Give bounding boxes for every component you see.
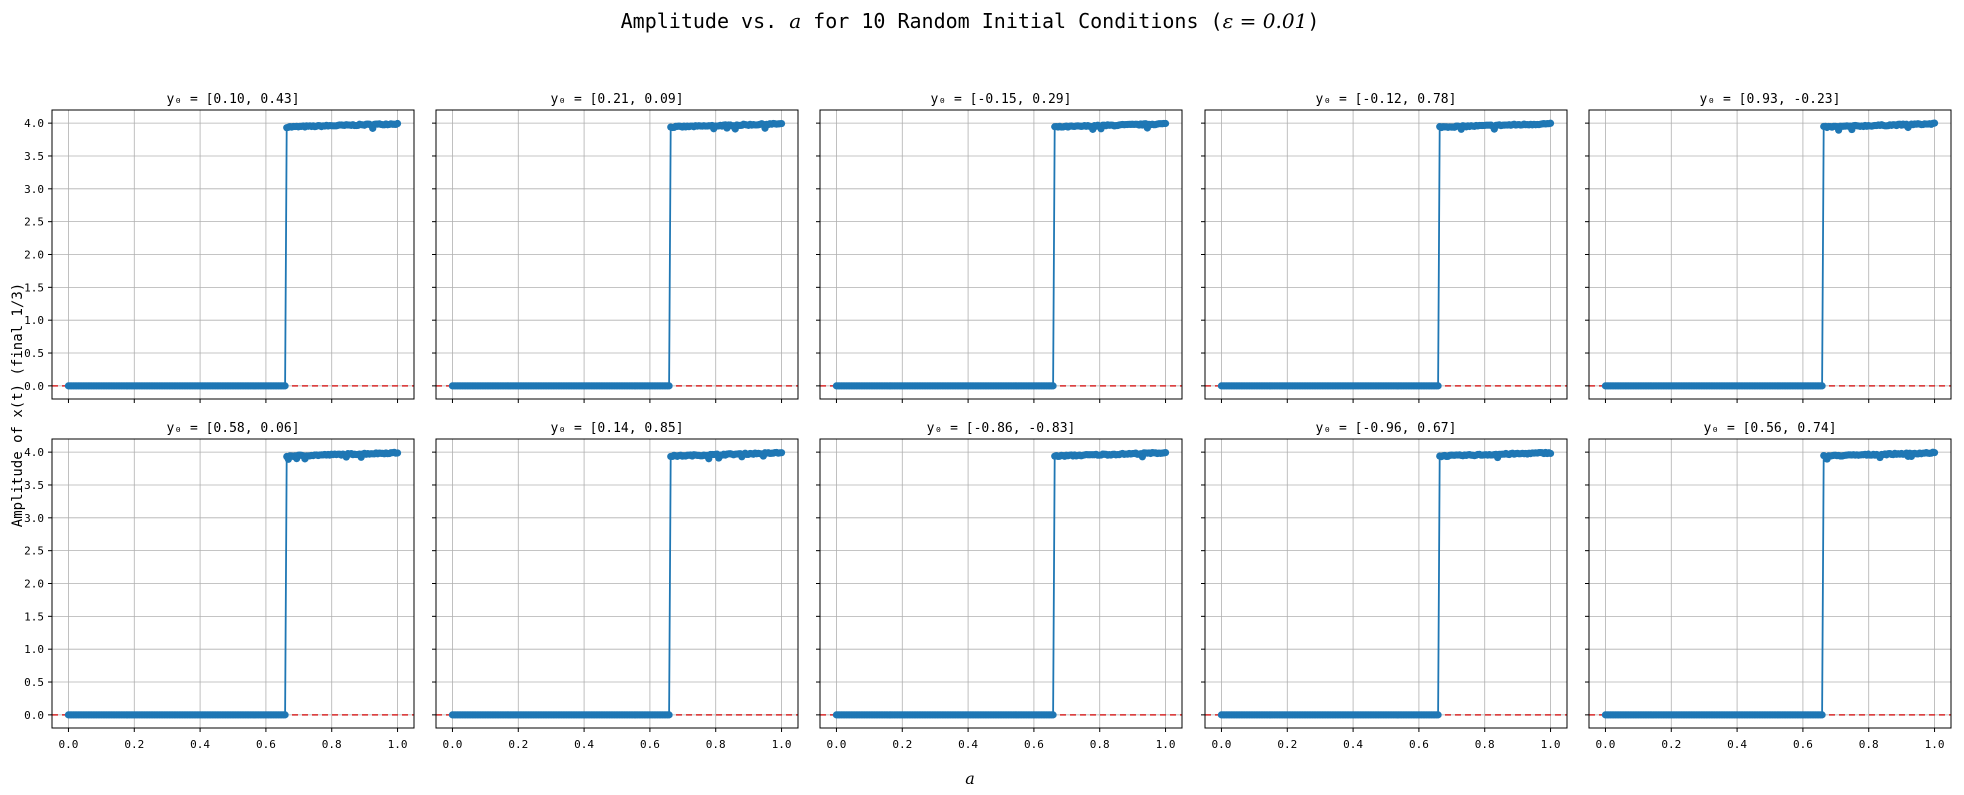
x-tick-label: 0.8 [322, 738, 342, 751]
data-point [1546, 449, 1555, 458]
subplot-6: 0.0 0.2 0.4 0.6 0.8 1.0 0.0 0.5 1.0 1.5 2.0 2.5 3.0 3… [24, 421, 415, 751]
y-tick-label: 2.0 [24, 578, 44, 591]
y-tick-label: 4.0 [24, 446, 44, 459]
series-line [836, 122, 1166, 387]
y-tick-label: 3.5 [24, 479, 44, 492]
x-tick-label: 1.0 [388, 738, 408, 751]
x-tick-label: 0.0 [827, 738, 847, 751]
figure-title-eps: ε = 0.01 [1223, 9, 1308, 33]
x-tick-label: 0.4 [1727, 738, 1747, 751]
subplot-title: y₀ = [0.56, 0.74] [1703, 421, 1836, 436]
subplot-2: y₀ = [0.21, 0.09] [432, 92, 799, 403]
subplot-title: y₀ = [0.58, 0.06] [166, 421, 299, 436]
x-tick-label: 0.0 [443, 738, 463, 751]
x-tick-label: 0.0 [1596, 738, 1616, 751]
x-tick-label: 0.8 [1090, 738, 1110, 751]
data-point [1930, 119, 1939, 127]
x-tick-label: 0.0 [1212, 738, 1232, 751]
subplot-title: y₀ = [0.10, 0.43] [166, 92, 299, 107]
y-tick-label: 2.5 [24, 216, 44, 229]
subplot-9: 0.0 0.2 0.4 0.6 0.8 1.0 y₀ = [-0.96, 0.67] [1201, 421, 1568, 751]
figure-title-mid: for 10 Random Initial Conditions ( [801, 9, 1222, 33]
y-tick-label: 2.0 [24, 249, 44, 262]
series-line [1605, 122, 1935, 387]
x-tick-label: 0.4 [190, 738, 210, 751]
y-tick-label: 1.5 [24, 610, 44, 623]
x-tick-label: 1.0 [1925, 738, 1945, 751]
x-tick-label: 0.8 [706, 738, 726, 751]
subplot-title: y₀ = [-0.15, 0.29] [931, 92, 1072, 107]
subplot-8: 0.0 0.2 0.4 0.6 0.8 1.0 y₀ = [-0.86, -0.83] [816, 421, 1183, 751]
x-tick-label: 0.6 [640, 738, 660, 751]
x-tick-label: 0.0 [59, 738, 79, 751]
figure-title-prefix: Amplitude vs. [621, 9, 790, 33]
subplot-10: 0.0 0.2 0.4 0.6 0.8 1.0 y₀ = [0.56, 0.74] [1585, 421, 1952, 751]
x-tick-label: 0.2 [1277, 738, 1297, 751]
series-line [1221, 122, 1551, 387]
x-tick-label: 0.4 [574, 738, 594, 751]
y-tick-label: 0.5 [24, 347, 44, 360]
y-tick-label: 2.5 [24, 545, 44, 558]
x-tick-label: 1.0 [772, 738, 792, 751]
subplot-title: y₀ = [0.93, -0.23] [1700, 92, 1841, 107]
x-tick-label: 0.6 [1793, 738, 1813, 751]
series-line [452, 122, 782, 387]
subplot-1: 0.0 0.5 1.0 1.5 2.0 2.5 3.0 3.5 4.0 y₀ = [0.10, 0… [24, 92, 415, 403]
x-tick-label: 0.6 [1024, 738, 1044, 751]
subplot-title: y₀ = [0.21, 0.09] [550, 92, 683, 107]
series-line [836, 451, 1166, 716]
subplot-3: y₀ = [-0.15, 0.29] [816, 92, 1183, 403]
x-tick-label: 0.8 [1475, 738, 1495, 751]
series-line [68, 451, 398, 716]
y-tick-label: 0.0 [24, 380, 44, 393]
x-tick-label: 0.6 [256, 738, 276, 751]
subplot-title: y₀ = [-0.12, 0.78] [1316, 92, 1457, 107]
subplot-grid: 0.0 0.5 1.0 1.5 2.0 2.5 3.0 3.5 4.0 y₀ = [0.10, 0… [24, 92, 1952, 751]
data-point [777, 119, 786, 128]
x-tick-label: 0.4 [1343, 738, 1363, 751]
x-tick-label: 0.2 [508, 738, 528, 751]
data-point [393, 119, 402, 128]
data-point [1161, 448, 1170, 457]
y-tick-label: 3.0 [24, 183, 44, 196]
x-tick-label: 0.2 [1661, 738, 1681, 751]
y-tick-label: 1.0 [24, 314, 44, 327]
subplot-title: y₀ = [-0.86, -0.83] [927, 421, 1076, 436]
x-tick-label: 0.8 [1859, 738, 1879, 751]
x-tick-label: 0.4 [958, 738, 978, 751]
figure-title: Amplitude vs. a for 10 Random Initial Co… [621, 9, 1320, 33]
y-tick-label: 3.0 [24, 512, 44, 525]
x-tick-label: 0.2 [124, 738, 144, 751]
y-tick-label: 0.5 [24, 676, 44, 689]
subplot-7: 0.0 0.2 0.4 0.6 0.8 1.0 y₀ = [0.14, 0.85] [432, 421, 799, 751]
x-tick-label: 1.0 [1541, 738, 1561, 751]
data-point [777, 449, 786, 457]
x-axis-label: a [965, 769, 975, 788]
y-tick-label: 3.5 [24, 150, 44, 163]
series-line [452, 451, 782, 716]
x-tick-label: 0.2 [892, 738, 912, 751]
y-axis-label: Amplitude of x(t) (final 1/3) [10, 283, 26, 527]
y-tick-label: 1.5 [24, 281, 44, 294]
data-point [1161, 119, 1170, 128]
subplot-title: y₀ = [0.14, 0.85] [550, 421, 683, 436]
y-tick-label: 0.0 [24, 709, 44, 722]
data-point [1546, 119, 1555, 127]
subplot-5: y₀ = [0.93, -0.23] [1585, 92, 1952, 403]
series-line [1605, 451, 1935, 716]
x-tick-label: 1.0 [1156, 738, 1176, 751]
y-tick-label: 1.0 [24, 643, 44, 656]
figure-title-var: a [789, 9, 801, 33]
subplot-4: y₀ = [-0.12, 0.78] [1201, 92, 1568, 403]
data-point [1930, 449, 1939, 457]
data-point [393, 449, 402, 457]
y-tick-label: 4.0 [24, 117, 44, 130]
figure-title-suffix: ) [1307, 9, 1319, 33]
subplot-title: y₀ = [-0.96, 0.67] [1316, 421, 1457, 436]
series-line [1221, 451, 1551, 716]
x-tick-label: 0.6 [1409, 738, 1429, 751]
series-line [68, 122, 398, 387]
